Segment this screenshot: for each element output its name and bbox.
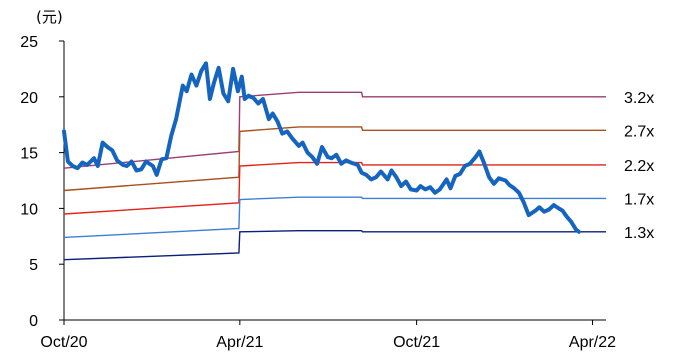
- x-tick-label: Oct/21: [393, 334, 440, 351]
- y-axis: 0 5 10 15 20 25: [20, 34, 65, 330]
- x-tick-label: Apr/22: [569, 334, 616, 351]
- pb-band-label: 2.7x: [624, 123, 654, 140]
- price-line: [62, 61, 581, 234]
- pb-band-lines: [63, 91, 606, 261]
- y-tick-label: 15: [20, 146, 38, 163]
- pb-band-label: 3.2x: [624, 90, 654, 107]
- y-tick-label: 25: [20, 34, 38, 51]
- pb-band-label: 1.7x: [624, 191, 654, 208]
- pb-band-label: 1.3x: [624, 225, 654, 242]
- pb-band-1-3x: [63, 229, 606, 261]
- y-tick-label: 10: [20, 201, 38, 218]
- pb-band-label: 2.2x: [624, 158, 654, 175]
- pb-band-1-7x: [63, 196, 606, 239]
- price-series: [62, 61, 581, 234]
- x-axis: Oct/20 Apr/21 Oct/21 Apr/22: [40, 319, 616, 351]
- pb-band-labels: 3.2x 2.7x 2.2x 1.7x 1.3x: [624, 90, 654, 242]
- y-unit-label: (元): [36, 8, 63, 26]
- x-tick-label: Apr/21: [216, 334, 263, 351]
- x-tick-label: Oct/20: [40, 334, 87, 351]
- pb-band-2-7x: [63, 126, 606, 192]
- y-tick-label: 0: [29, 313, 38, 330]
- y-tick-label: 20: [20, 90, 38, 107]
- pb-band-2-2x: [63, 161, 606, 215]
- y-tick-label: 5: [29, 257, 38, 274]
